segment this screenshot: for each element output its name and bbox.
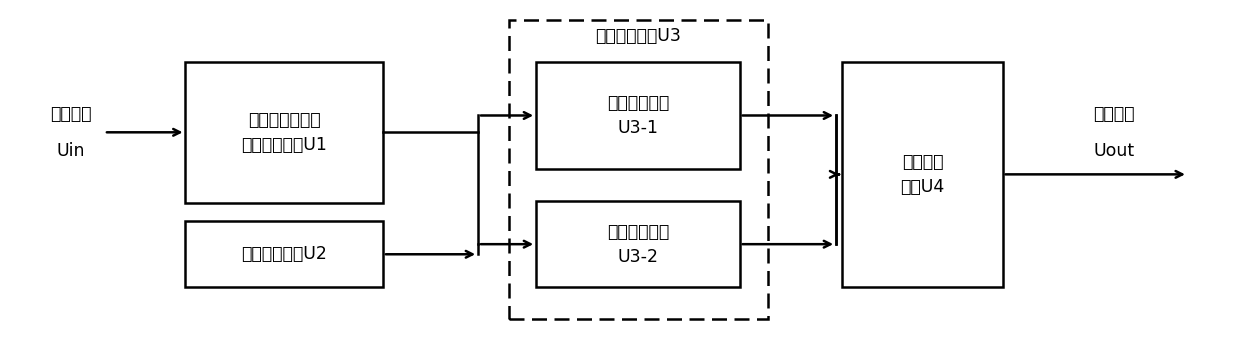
Bar <box>536 201 740 287</box>
Text: 输入阻抗匹配及
功率衰减模块U1: 输入阻抗匹配及 功率衰减模块U1 <box>242 111 327 154</box>
Text: 运算放大电路
U3-2: 运算放大电路 U3-2 <box>606 223 670 266</box>
Text: 输入信号: 输入信号 <box>50 105 92 123</box>
Text: 运算放大电路
U3-1: 运算放大电路 U3-1 <box>606 94 670 137</box>
Bar <box>186 222 383 287</box>
Bar <box>186 62 383 203</box>
Bar <box>842 62 1003 287</box>
Bar <box>508 19 768 319</box>
Text: 负载共享
模块U4: 负载共享 模块U4 <box>900 153 945 196</box>
Text: Uin: Uin <box>57 142 84 160</box>
Text: 输出信号: 输出信号 <box>1092 105 1135 123</box>
Bar <box>536 62 740 169</box>
Text: 运算放大模块U3: 运算放大模块U3 <box>595 27 682 45</box>
Text: Uout: Uout <box>1094 142 1135 160</box>
Text: 偏置调节模块U2: 偏置调节模块U2 <box>242 245 327 263</box>
